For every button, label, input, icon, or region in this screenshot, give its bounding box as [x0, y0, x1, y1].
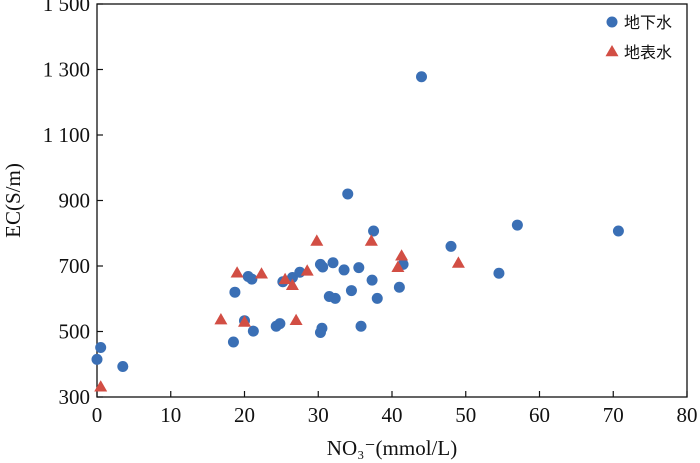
y-tick-label: 1 500: [43, 0, 90, 16]
point-groundwater: [117, 361, 129, 373]
point-groundwater: [493, 267, 505, 279]
x-tick-label: 60: [529, 403, 550, 427]
x-tick-label: 50: [455, 403, 476, 427]
legend-marker-surfacewater: [605, 45, 619, 57]
point-groundwater: [229, 286, 241, 298]
point-surfacewater: [94, 380, 108, 392]
point-surfacewater: [285, 278, 299, 290]
legend-marker-groundwater: [606, 16, 618, 28]
point-groundwater: [355, 320, 367, 332]
point-groundwater: [612, 225, 624, 237]
y-tick-label: 300: [59, 385, 91, 409]
y-tick-label: 900: [59, 189, 91, 213]
x-tick-label: 10: [160, 403, 181, 427]
point-surfacewater: [395, 249, 409, 261]
point-groundwater: [368, 225, 380, 237]
point-groundwater: [227, 336, 239, 348]
legend: 地下水 地表水: [605, 13, 672, 62]
point-surfacewater: [310, 234, 324, 246]
point-surfacewater: [214, 313, 228, 325]
point-groundwater: [327, 257, 339, 269]
point-groundwater: [366, 274, 378, 286]
point-groundwater: [246, 273, 258, 285]
x-tick-label: 70: [603, 403, 624, 427]
y-tick-label: 700: [59, 254, 91, 278]
point-surfacewater: [278, 272, 292, 285]
data-points: [91, 71, 624, 392]
point-groundwater: [274, 318, 286, 330]
point-groundwater: [371, 292, 383, 304]
legend-label-surfacewater: 地表水: [624, 43, 672, 62]
point-surfacewater: [451, 256, 465, 268]
legend-label-groundwater: 地下水: [624, 13, 672, 32]
point-surfacewater: [391, 260, 405, 272]
point-groundwater: [353, 262, 365, 274]
point-groundwater: [445, 240, 457, 252]
point-surfacewater: [230, 266, 244, 278]
point-groundwater: [393, 281, 405, 293]
ticks: 0 10 20 30 40 50 60 70 80 300 500 700 900 1 100 1 300 1…: [43, 0, 698, 427]
y-axis-title: EC(S/m): [1, 163, 25, 238]
plot-frame: [96, 3, 688, 398]
point-surfacewater: [300, 264, 314, 276]
y-tick-label: 1 100: [43, 123, 90, 147]
point-groundwater: [91, 353, 103, 365]
x-tick-label: 40: [382, 403, 403, 427]
point-surfacewater: [364, 234, 378, 246]
point-surfacewater: [255, 267, 268, 279]
point-groundwater: [345, 285, 357, 297]
point-surfacewater: [289, 313, 303, 325]
point-groundwater: [329, 292, 341, 304]
x-tick-label: 0: [92, 403, 103, 427]
point-surfacewater: [238, 315, 251, 327]
point-groundwater: [416, 71, 427, 83]
point-groundwater: [316, 322, 328, 334]
y-tick-label: 500: [59, 320, 91, 344]
x-tick-label: 20: [234, 403, 255, 427]
y-tick-label: 1 300: [43, 58, 90, 82]
point-groundwater: [511, 219, 523, 231]
point-groundwater: [95, 342, 107, 354]
axes: [96, 3, 688, 398]
x-tick-label: 30: [308, 403, 329, 427]
point-groundwater: [338, 264, 350, 276]
x-tick-label: 80: [677, 403, 698, 427]
x-axis-title: NO₃⁻(mmol/L): [327, 436, 457, 460]
point-groundwater: [247, 325, 259, 337]
point-groundwater: [342, 188, 354, 200]
point-groundwater: [317, 261, 329, 273]
